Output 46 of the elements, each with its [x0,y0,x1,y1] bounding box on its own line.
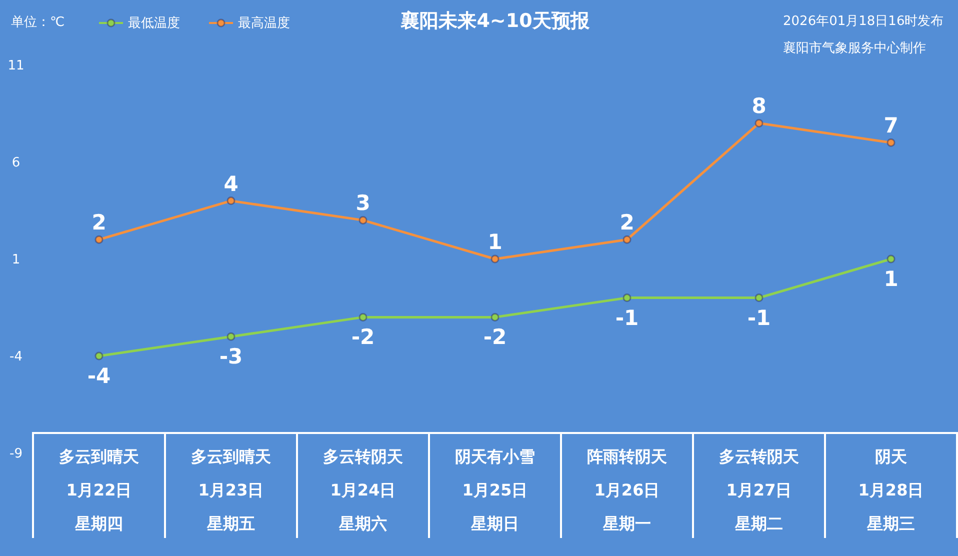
point [358,312,368,322]
text: 襄阳市气象服务中心制作 [783,40,926,57]
y-tick-label: -9 [10,446,22,462]
data-label: 2 [92,210,106,235]
point [94,352,104,360]
legend-label: 最高温度 [238,15,290,32]
point [754,294,764,302]
point [94,235,104,244]
x-tick-label: 多云到晴天1月23日星期五 [191,447,272,533]
x-tick-label: 多云到晴天1月22日星期四 [59,447,140,533]
x-tick-label: 阴天1月28日星期三 [858,447,924,533]
text: 2026年01月18日16时发布 [783,13,944,30]
data-label: -3 [219,344,243,369]
point [886,138,896,147]
data-label: -4 [87,364,111,388]
data-label: -1 [747,306,771,330]
point [490,312,500,322]
x-tick-label: 阴天有小雪1月25日星期日 [455,447,535,533]
data-label: 1 [884,267,898,291]
data-label: 8 [752,94,766,118]
x-tick-label: 阵雨转阴天1月26日星期一 [587,447,668,533]
data-label: 4 [224,172,238,196]
x-tick-label: 多云转阴天1月27日星期二 [719,447,800,533]
data-label: 1 [488,230,502,254]
point [226,332,236,341]
y-axis-title: 单位：℃ [11,14,65,31]
y-tick-label: 11 [8,58,24,74]
data-label: -2 [483,325,507,350]
data-label: -2 [351,325,375,350]
data-label: -1 [615,306,639,330]
point [358,216,368,224]
point [886,254,896,264]
data-label: 2 [620,210,634,235]
y-tick-label: -4 [10,350,22,364]
legend-label: 最低温度 [128,15,180,32]
data-label: 3 [356,191,370,216]
point [622,294,632,302]
x-tick-label: 多云转阴天1月24日星期六 [323,447,404,533]
point [622,235,632,244]
point [754,118,764,128]
chart-title: 襄阳未来4~10天预报 [400,10,590,32]
y-tick-label: 6 [12,156,20,170]
data-label: 7 [884,114,898,138]
point [490,254,500,264]
point [226,196,236,206]
y-tick-label: 1 [12,252,20,268]
